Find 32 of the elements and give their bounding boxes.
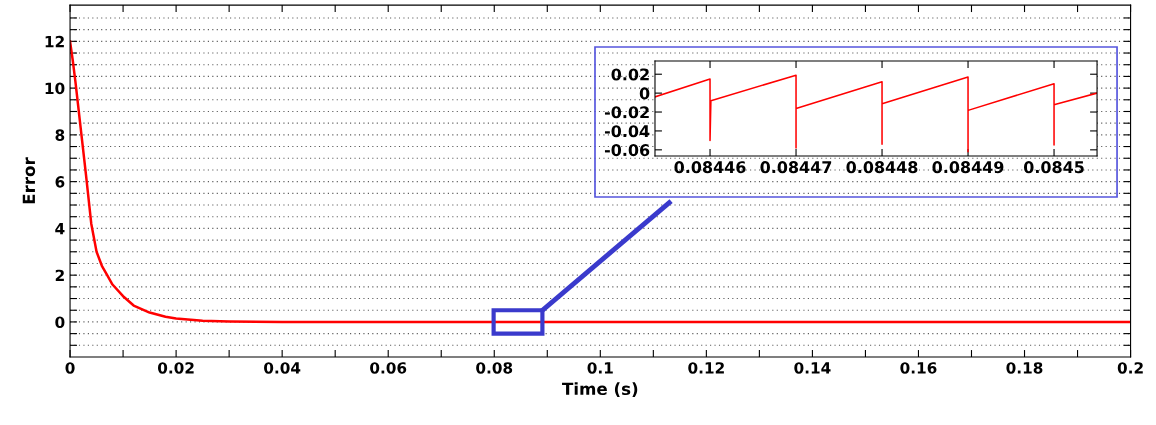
y-tick-label: 0 xyxy=(55,316,65,328)
y-tick-label: 0.02 xyxy=(611,68,649,81)
y-tick-label: 0 xyxy=(639,87,650,100)
x-tick-label: 0.18 xyxy=(1006,362,1043,374)
x-tick-label: 0.0845 xyxy=(1023,161,1084,174)
y-tick-label: -0.06 xyxy=(604,144,650,157)
x-tick-label: 0.12 xyxy=(688,362,724,374)
y-tick-label: 4 xyxy=(55,223,65,235)
y-tick-label: -0.04 xyxy=(604,125,650,138)
x-tick-label: 0.02 xyxy=(157,362,194,374)
y-tick-label: -0.02 xyxy=(604,106,649,119)
y-tick-label: 6 xyxy=(55,176,65,188)
y-tick-label: 8 xyxy=(55,129,65,141)
line-series xyxy=(654,74,1098,153)
y-tick-label: 12 xyxy=(45,35,64,48)
x-tick-label: 0.16 xyxy=(900,362,937,374)
x-tick-label: 0 xyxy=(65,362,75,374)
line-series xyxy=(70,40,1131,324)
y-tick-label: 2 xyxy=(55,269,64,281)
x-tick-label: 0.04 xyxy=(264,362,301,374)
x-tick-label: 0.08446 xyxy=(674,161,746,174)
x-tick-label: 0.2 xyxy=(1117,362,1143,374)
x-tick-label: 0.1 xyxy=(587,362,613,374)
x-tick-label: 0.08449 xyxy=(932,161,1004,174)
x-axis-title: Time (s) xyxy=(562,382,638,398)
x-tick-label: 0.08 xyxy=(476,362,513,374)
x-tick-label: 0.08448 xyxy=(846,161,918,174)
y-tick-label: 10 xyxy=(45,82,65,95)
x-tick-label: 0.14 xyxy=(794,362,831,374)
y-axis-title: Error xyxy=(22,157,36,204)
x-tick-label: 0.08447 xyxy=(760,161,832,174)
x-tick-label: 0.06 xyxy=(370,362,407,374)
